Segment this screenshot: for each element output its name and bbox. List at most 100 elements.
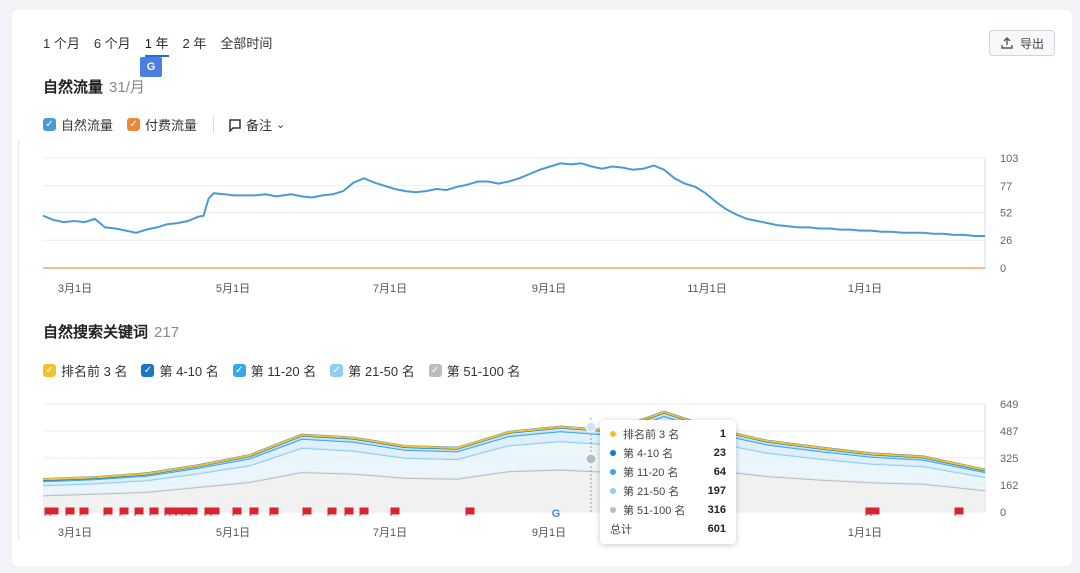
- tooltip-row-51-100: 第 51-100 名 316: [600, 500, 736, 519]
- tooltip-row-4-10: 第 4-10 名 23: [600, 443, 736, 462]
- dot-icon: [610, 506, 616, 513]
- tab-6-months[interactable]: 6 个月: [93, 36, 131, 51]
- tooltip-row-11-20: 第 11-20 名 64: [600, 462, 736, 481]
- legend-paid-label: 付费流量: [145, 118, 198, 133]
- keywords-y-tick-label: 487: [1000, 426, 1018, 438]
- keywords-y-tick-label: 162: [1000, 480, 1018, 492]
- flag-icon: [954, 507, 964, 516]
- flag-icon: [49, 507, 59, 516]
- hover-marker-lower: [585, 453, 597, 465]
- tooltip-label: 排名前 3 名: [623, 428, 680, 441]
- legend-top3-label: 排名前 3 名: [61, 364, 128, 379]
- tooltip-value: 1: [719, 427, 726, 440]
- flag-icon: [870, 507, 880, 516]
- checkbox-checked-icon: ✓: [330, 364, 344, 377]
- flag-icon: [134, 507, 144, 516]
- flag-icon: [149, 507, 159, 516]
- traffic-x-tick-label: 7月1日: [373, 283, 407, 295]
- tooltip-label: 第 21-50 名: [623, 485, 680, 498]
- checkbox-checked-icon: ✓: [232, 364, 246, 377]
- keywords-legend: ✓ 排名前 3 名 ✓ 第 4-10 名 ✓ 第 11-20 名 ✓ 第 21-…: [43, 361, 534, 380]
- traffic-y-tick-label: 52: [1000, 207, 1012, 219]
- traffic-count: 31/月: [109, 79, 145, 96]
- flag-icon: [390, 507, 400, 516]
- flag-icon: [119, 507, 129, 516]
- flag-icon: [249, 507, 259, 516]
- traffic-legend: ✓ 自然流量 ✓ 付费流量 备注 ⌄: [43, 115, 285, 134]
- flag-icon: [302, 507, 312, 516]
- dot-icon: [610, 468, 616, 475]
- keywords-x-tick-label: 5月1日: [216, 527, 250, 539]
- dot-icon: [610, 449, 616, 456]
- flag-icon: [103, 507, 113, 516]
- legend-paid[interactable]: ✓ 付费流量: [127, 115, 197, 134]
- legend-divider: [213, 115, 215, 134]
- tab-1-year[interactable]: 1 年: [144, 33, 169, 57]
- keywords-y-tick-label: 0: [1000, 507, 1006, 519]
- left-panel-edge: [12, 140, 19, 540]
- notes-dropdown[interactable]: 备注 ⌄: [228, 115, 285, 134]
- legend-4-10[interactable]: ✓ 第 4-10 名: [141, 361, 219, 380]
- organic-traffic-line: [42, 162, 985, 237]
- legend-21-50[interactable]: ✓ 第 21-50 名: [330, 361, 415, 380]
- keywords-line-top3: [42, 410, 986, 481]
- keywords-y-tick-label: 325: [1000, 453, 1018, 465]
- traffic-x-tick-label: 3月1日: [58, 283, 92, 295]
- tooltip-row-total: 总计 601: [600, 519, 736, 538]
- traffic-title-text: 自然流量: [43, 79, 104, 96]
- traffic-y-tick-label: 103: [1000, 153, 1018, 165]
- flag-icon: [210, 507, 220, 516]
- keywords-y-tick-label: 649: [1000, 399, 1018, 411]
- traffic-title: 自然流量 31/月: [43, 76, 145, 97]
- traffic-x-tick-label: 9月1日: [532, 283, 566, 295]
- export-button[interactable]: 导出: [989, 30, 1055, 56]
- traffic-x-tick-label: 1月1日: [848, 283, 882, 295]
- keywords-area-rank-11-20: [43, 416, 985, 486]
- keywords-x-tick-label: 7月1日: [373, 527, 407, 539]
- translate-icon[interactable]: G: [140, 57, 162, 77]
- legend-4-10-label: 第 4-10 名: [159, 364, 219, 379]
- checkbox-checked-icon: ✓: [428, 364, 442, 377]
- google-update-marker: G: [552, 508, 561, 520]
- legend-top3[interactable]: ✓ 排名前 3 名: [43, 361, 127, 380]
- tooltip-value: 316: [707, 503, 726, 516]
- flag-icon: [65, 507, 75, 516]
- flag-icon: [232, 507, 242, 516]
- dot-icon: [610, 487, 616, 494]
- keywords-area-rank-51-100: [43, 459, 985, 512]
- legend-51-100[interactable]: ✓ 第 51-100 名: [428, 361, 521, 380]
- checkbox-checked-icon: ✓: [43, 118, 56, 131]
- traffic-x-tick-label: 5月1日: [216, 283, 250, 295]
- tooltip-value: 197: [707, 484, 726, 497]
- checkbox-checked-icon: ✓: [43, 364, 56, 377]
- tooltip-label: 第 51-100 名: [623, 504, 686, 517]
- legend-organic-label: 自然流量: [61, 118, 114, 133]
- legend-11-20[interactable]: ✓ 第 11-20 名: [232, 361, 316, 380]
- tooltip-label: 第 4-10 名: [623, 447, 674, 460]
- tab-all-time[interactable]: 全部时间: [220, 36, 273, 51]
- dot-icon: [610, 430, 616, 437]
- period-tabs: 1 个月 6 个月 1 年 2 年 全部时间: [43, 33, 286, 57]
- flag-icon: [79, 507, 89, 516]
- keywords-title: 自然搜索关键词 217: [43, 321, 179, 342]
- legend-51-100-label: 第 51-100 名: [446, 364, 521, 379]
- chevron-down-icon: ⌄: [276, 119, 286, 131]
- keywords-x-tick-label: 9月1日: [532, 527, 566, 539]
- tooltip-value: 23: [713, 446, 726, 459]
- flag-icon: [188, 507, 198, 516]
- flag-icon: [269, 507, 279, 516]
- legend-organic[interactable]: ✓ 自然流量: [43, 115, 113, 134]
- flag-icon: [465, 507, 475, 516]
- keywords-count: 217: [154, 324, 180, 341]
- checkbox-checked-icon: ✓: [141, 364, 155, 377]
- traffic-x-tick-label: 11月1日: [687, 283, 727, 295]
- checkbox-checked-icon: ✓: [127, 118, 141, 131]
- keywords-x-tick-label: 3月1日: [58, 527, 92, 539]
- tooltip-value: 64: [713, 465, 726, 478]
- traffic-y-tick-label: 0: [1000, 263, 1006, 275]
- keywords-area-rank-4-10: [43, 412, 985, 482]
- tab-2-years[interactable]: 2 年: [182, 36, 207, 51]
- comment-icon: [229, 118, 241, 132]
- tab-1-month[interactable]: 1 个月: [43, 36, 80, 51]
